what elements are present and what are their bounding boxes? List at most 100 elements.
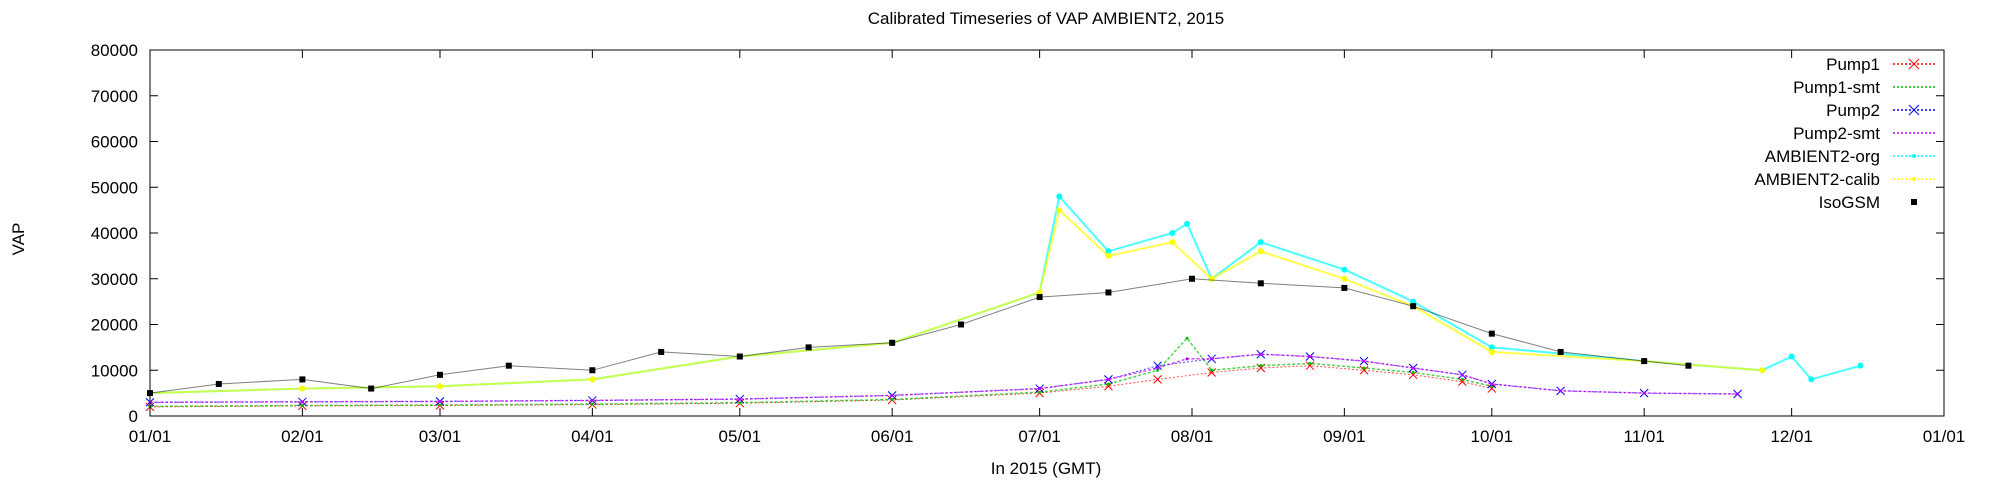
data-point <box>1557 348 1564 355</box>
data-point <box>1359 365 1369 375</box>
data-point <box>1788 353 1795 360</box>
data-point <box>1341 266 1348 273</box>
data-point <box>438 403 442 407</box>
legend-marker <box>1908 104 1920 116</box>
data-point <box>1257 248 1264 255</box>
data-point <box>590 398 594 402</box>
x-tick-label: 08/01 <box>1171 427 1214 446</box>
series-line <box>149 353 1738 403</box>
data-point <box>1105 289 1112 296</box>
legend-label: Pump1 <box>1826 55 1880 74</box>
data-point <box>1642 391 1646 395</box>
series-line <box>149 278 1689 394</box>
data-point <box>1362 359 1366 363</box>
data-point <box>1185 336 1189 340</box>
x-tick-label: 05/01 <box>719 427 762 446</box>
x-tick-label: 06/01 <box>871 427 914 446</box>
data-point <box>505 362 512 369</box>
data-point <box>300 400 304 404</box>
data-point <box>1460 377 1464 381</box>
data-point <box>1169 230 1176 236</box>
data-point <box>1105 252 1112 259</box>
data-point <box>1038 387 1042 391</box>
legend-entry: Pump1 <box>1826 55 1935 74</box>
data-point <box>1685 362 1692 369</box>
data-point <box>1460 373 1464 377</box>
data-point <box>805 344 812 351</box>
data-point <box>1259 352 1263 356</box>
data-point <box>1185 357 1189 361</box>
data-point <box>436 383 443 390</box>
data-point <box>1362 366 1366 370</box>
data-point <box>1106 377 1110 381</box>
data-point <box>1490 382 1494 386</box>
x-tick-label: 04/01 <box>571 427 614 446</box>
x-tick-label: 02/01 <box>281 427 324 446</box>
legend-label: IsoGSM <box>1819 193 1880 212</box>
data-point <box>1038 390 1042 394</box>
series-line <box>149 353 1738 404</box>
data-point <box>1408 370 1418 380</box>
y-axis-label: VAP <box>9 223 28 256</box>
legend-entry: AMBIENT2-calib <box>1754 170 1935 189</box>
data-point <box>1488 330 1495 337</box>
x-axis: 01/01 02/01 03/01 04/01 05/01 06/01 07/01 08/01… <box>129 50 1966 446</box>
x-tick-label: 03/01 <box>419 427 462 446</box>
data-point <box>1808 376 1815 383</box>
data-point <box>738 401 742 405</box>
x-tick-label: 12/01 <box>1770 427 1813 446</box>
data-point <box>299 376 306 383</box>
data-point <box>438 399 442 403</box>
legend-label: Pump2-smt <box>1793 124 1880 143</box>
data-point <box>1411 366 1415 370</box>
data-point <box>890 393 894 397</box>
series-0 <box>145 361 1497 412</box>
data-point <box>1488 348 1495 355</box>
data-point <box>1457 377 1467 387</box>
data-point <box>1259 364 1263 368</box>
y-tick-label: 30000 <box>91 270 138 289</box>
series-1 <box>148 336 1494 408</box>
y-tick-label: 80000 <box>91 41 138 60</box>
data-point <box>1559 389 1563 393</box>
data-point <box>1341 284 1348 291</box>
data-point <box>215 380 222 387</box>
legend-marker <box>1912 177 1916 181</box>
data-point <box>1105 248 1112 255</box>
data-point <box>1759 367 1766 374</box>
series-line <box>149 194 1861 395</box>
data-point <box>1490 384 1494 388</box>
data-point <box>1153 375 1162 384</box>
data-point <box>1410 303 1417 310</box>
x-tick-label: 09/01 <box>1323 427 1366 446</box>
data-point <box>736 353 743 360</box>
data-point <box>889 339 896 346</box>
data-point <box>1036 289 1043 296</box>
x-axis-label: In 2015 (GMT) <box>991 459 1102 478</box>
data-point <box>1184 220 1191 227</box>
data-point <box>1210 368 1214 372</box>
legend-label: Pump2 <box>1826 101 1880 120</box>
data-point <box>300 403 304 407</box>
legend-entry: AMBIENT2-org <box>1765 147 1935 166</box>
x-tick-label: 01/01 <box>1923 427 1966 446</box>
legend-entry: Pump1-smt <box>1793 78 1935 97</box>
series-line <box>149 208 1763 395</box>
data-point <box>1308 361 1312 365</box>
series-line <box>149 365 1492 408</box>
y-tick-label: 70000 <box>91 87 138 106</box>
x-tick-label: 07/01 <box>1018 427 1061 446</box>
x-tick-label: 01/01 <box>129 427 172 446</box>
legend-entry: Pump2 <box>1826 101 1935 120</box>
y-axis: 0 10000 20000 30000 40000 50000 60000 70000 8000… <box>91 41 1944 426</box>
data-point <box>1488 344 1495 351</box>
data-point <box>1056 207 1063 214</box>
data-point <box>1641 358 1648 365</box>
data-point <box>738 397 742 401</box>
series-5 <box>147 207 1766 397</box>
data-point <box>1411 371 1415 375</box>
series-4 <box>147 193 1864 397</box>
legend-label: Pump1-smt <box>1793 78 1880 97</box>
data-point <box>890 398 894 402</box>
